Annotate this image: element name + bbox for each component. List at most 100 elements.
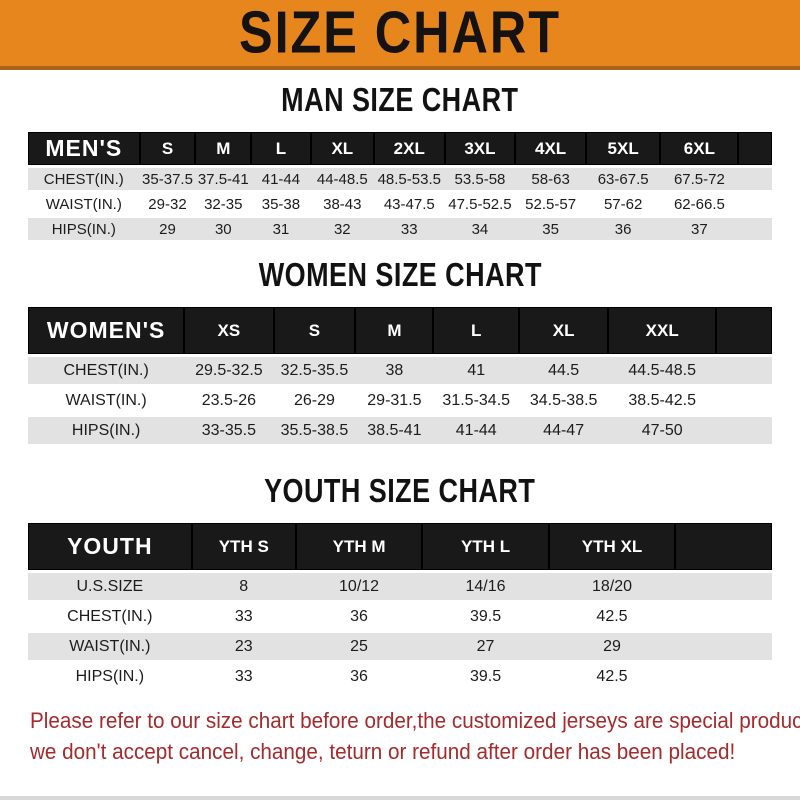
row-label: HIPS(IN.) xyxy=(75,667,145,685)
youth-size-table: YOUTH YTH S YTH M YTH L YTH XL U.S.SIZE … xyxy=(28,523,772,693)
table-row: CHEST(IN.) 29.5-32.5 32.5-35.5 38 41 44.… xyxy=(28,355,772,386)
size-cell: 33 xyxy=(400,220,418,238)
column-header: YTH L xyxy=(422,523,549,573)
youth-size-chart-section: YOUTH SIZE CHART YOUTH YTH S YTH M YTH L… xyxy=(0,473,800,693)
column-header: S xyxy=(139,132,196,168)
size-cell: 39.5 xyxy=(469,667,502,685)
column-header: L xyxy=(433,307,519,357)
table-row: CHEST(IN.) 33 36 39.5 42.5 xyxy=(28,602,772,632)
size-cell: 26-29 xyxy=(293,391,335,409)
spacer-cell xyxy=(675,632,772,662)
size-cell: 38-43 xyxy=(323,195,362,213)
column-header: YTH S xyxy=(191,523,296,573)
spacer-cell xyxy=(675,572,772,602)
size-cell: 35.5-38.5 xyxy=(280,421,349,439)
size-cell: 43-47.5 xyxy=(383,195,435,213)
size-cell: 8 xyxy=(239,577,249,595)
size-cell: 27 xyxy=(476,637,495,655)
size-cell: 25 xyxy=(350,637,368,655)
youth-header-row: YOUTH YTH S YTH M YTH L YTH XL xyxy=(28,523,772,573)
size-cell: 33-35.5 xyxy=(201,421,257,439)
size-cell: 29-32 xyxy=(148,195,187,213)
table-row: U.S.SIZE 8 10/12 14/16 18/20 xyxy=(28,571,772,602)
size-cell: 32.5-35.5 xyxy=(280,361,349,379)
column-header: 4XL xyxy=(515,132,586,168)
column-header: YTH M xyxy=(295,523,423,573)
row-label: U.S.SIZE xyxy=(76,577,144,595)
order-disclaimer: Please refer to our size chart before or… xyxy=(30,705,800,767)
women-header-row: WOMEN'S XS S M L XL XXL xyxy=(28,307,772,357)
size-cell: 58-63 xyxy=(531,170,570,188)
youth-table-label: YOUTH xyxy=(28,523,192,573)
table-row: HIPS(IN.) 29 30 31 32 33 34 35 36 37 xyxy=(28,216,772,242)
row-label: WAIST(IN.) xyxy=(69,637,151,655)
column-header: L xyxy=(251,132,311,168)
size-cell: 37 xyxy=(691,220,708,238)
column-header: M xyxy=(355,307,434,357)
table-row: WAIST(IN.) 23 25 27 29 xyxy=(28,631,772,662)
spacer-cell xyxy=(675,602,772,632)
row-label: CHEST(IN.) xyxy=(67,607,153,625)
size-cell: 31.5-34.5 xyxy=(442,391,511,409)
size-cell: 29.5-32.5 xyxy=(195,361,263,379)
size-cell: 39.5 xyxy=(469,607,502,625)
size-cell: 67.5-72 xyxy=(673,170,725,188)
spacer-cell xyxy=(675,662,772,692)
size-cell: 36 xyxy=(614,220,632,238)
size-cell: 38.5-41 xyxy=(367,421,422,439)
size-cell: 63-67.5 xyxy=(597,170,649,188)
spacer-cell xyxy=(738,132,772,168)
size-cell: 32-35 xyxy=(204,195,243,213)
size-cell: 47.5-52.5 xyxy=(448,195,512,213)
size-cell: 34.5-38.5 xyxy=(529,391,598,409)
size-cell: 34 xyxy=(471,220,489,238)
women-size-table: WOMEN'S XS S M L XL XXL CHEST(IN.) 29.5-… xyxy=(28,307,772,447)
size-cell: 33 xyxy=(234,607,253,625)
spacer-cell xyxy=(738,167,772,192)
table-row: CHEST(IN.) 35-37.5 37.5-41 41-44 44-48.5… xyxy=(28,166,772,192)
size-cell: 42.5 xyxy=(596,607,628,625)
spacer-cell xyxy=(716,386,772,416)
column-header: YTH XL xyxy=(548,523,676,573)
disclaimer-line-1: Please refer to our size chart before or… xyxy=(30,708,800,733)
spacer-cell xyxy=(716,307,772,357)
table-row: WAIST(IN.) 23.5-26 26-29 29-31.5 31.5-34… xyxy=(28,386,772,416)
size-cell: 47-50 xyxy=(641,421,683,439)
size-cell: 29-31.5 xyxy=(367,391,422,409)
man-section-heading: MAN SIZE CHART xyxy=(281,82,519,119)
size-cell: 41-44 xyxy=(455,421,497,439)
spacer-cell xyxy=(675,523,772,573)
page-title: SIZE CHART xyxy=(238,0,562,67)
column-header: M xyxy=(195,132,252,168)
size-cell: 31 xyxy=(272,220,290,238)
spacer-cell xyxy=(716,356,772,386)
size-cell: 35 xyxy=(542,220,559,238)
disclaimer-line-2: we don't accept cancel, change, teturn o… xyxy=(30,739,736,764)
column-header: 6XL xyxy=(660,132,739,168)
men-header-row: MEN'S S M L XL 2XL 3XL 4XL 5XL 6XL xyxy=(28,132,772,168)
row-label: WAIST(IN.) xyxy=(65,391,147,409)
youth-section-heading: YOUTH SIZE CHART xyxy=(264,473,536,510)
size-cell: 53.5-58 xyxy=(454,170,506,188)
row-label: HIPS(IN.) xyxy=(51,220,116,238)
men-size-table: MEN'S S M L XL 2XL 3XL 4XL 5XL 6XL CHEST… xyxy=(28,132,772,243)
column-header: S xyxy=(273,307,356,357)
size-cell: 38 xyxy=(385,361,404,379)
size-cell: 29 xyxy=(159,220,176,238)
size-cell: 38.5-42.5 xyxy=(628,391,696,409)
column-header: XS xyxy=(184,307,274,357)
size-chart-banner: SIZE CHART xyxy=(0,0,800,70)
size-cell: 41 xyxy=(467,361,486,379)
column-header: XL xyxy=(310,132,374,168)
men-table-label: MEN'S xyxy=(28,132,140,168)
spacer-cell xyxy=(716,416,772,446)
size-cell: 36 xyxy=(350,607,368,625)
size-cell: 33 xyxy=(234,667,253,685)
size-cell: 37.5-41 xyxy=(197,170,249,188)
size-cell: 48.5-53.5 xyxy=(377,170,441,188)
size-cell: 32 xyxy=(333,220,351,238)
size-cell: 57-62 xyxy=(603,195,643,213)
column-header: 3XL xyxy=(444,132,516,168)
size-cell: 44-48.5 xyxy=(316,170,368,188)
size-cell: 44.5-48.5 xyxy=(628,361,696,379)
